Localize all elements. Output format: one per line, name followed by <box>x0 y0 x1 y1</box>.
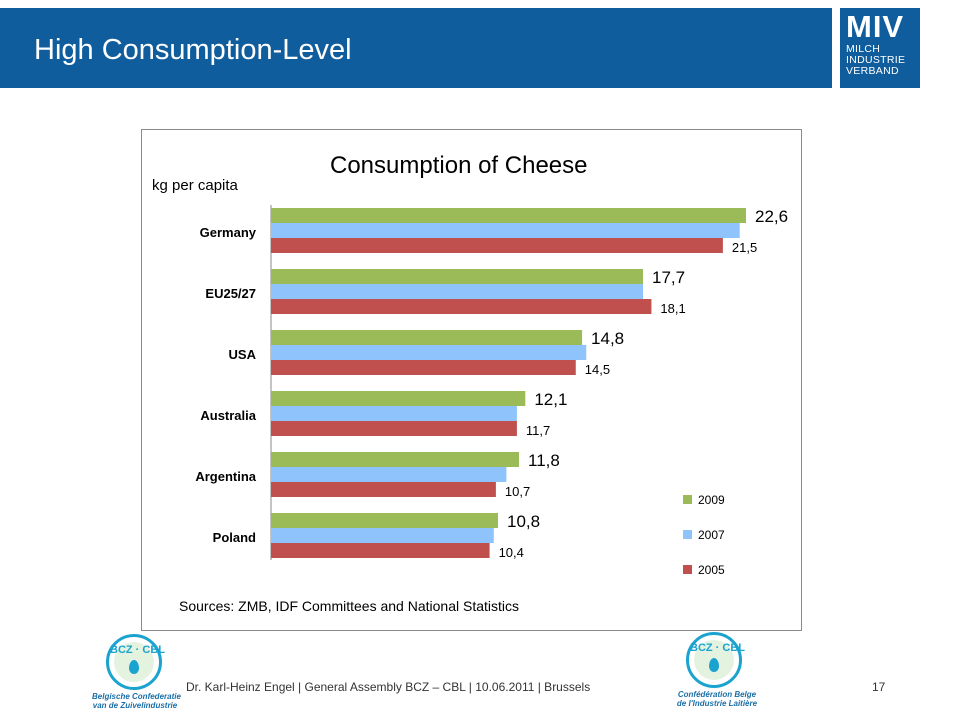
data-label-2005: 21,5 <box>732 240 757 255</box>
bcz-caption-line: Belgische Confederatie <box>92 692 181 701</box>
bar-2007 <box>271 284 644 299</box>
data-label-2005: 10,4 <box>499 545 524 560</box>
chart-canvas: Consumption of Cheese kg per capita German… <box>152 152 788 614</box>
legend-swatch <box>683 565 692 574</box>
bcz-logo-left: BCZ · CBL Belgische Confederatie van de … <box>92 632 182 716</box>
slide-title: High Consumption-Level <box>34 34 352 66</box>
legend-label: 2005 <box>698 563 725 577</box>
source-note: Sources: ZMB, IDF Committees and Nationa… <box>179 598 519 614</box>
milk-drop-icon <box>129 660 139 674</box>
bar-2007 <box>271 345 587 360</box>
miv-logo-line: VERBAND <box>846 65 899 77</box>
category-label: Poland <box>213 530 256 545</box>
bar-2005 <box>271 482 496 497</box>
bcz-logo-letters: BCZ · CBL <box>110 644 165 656</box>
bar-2005 <box>271 543 490 558</box>
data-label-2005: 18,1 <box>660 301 685 316</box>
bcz-logo-letters: BCZ · CBL <box>690 642 745 654</box>
data-label-2009: 17,7 <box>652 268 685 287</box>
bar-2009 <box>271 330 583 345</box>
bar-2005 <box>271 421 517 436</box>
bcz-caption-line: Confédération Belge <box>677 690 757 699</box>
bar-2009 <box>271 452 520 467</box>
bar-2009 <box>271 391 526 406</box>
milk-drop-icon <box>709 658 719 672</box>
category-label: EU25/27 <box>205 286 256 301</box>
legend-label: 2007 <box>698 528 725 542</box>
legend-swatch <box>683 530 692 539</box>
category-label: Germany <box>200 225 257 240</box>
page-number: 17 <box>872 680 886 694</box>
bcz-caption-line: de l'Industrie Laitière <box>676 699 758 708</box>
bar-2009 <box>271 513 498 528</box>
data-label-2009: 12,1 <box>534 390 567 409</box>
data-label-2009: 11,8 <box>528 451 560 470</box>
bar-2005 <box>271 238 723 253</box>
bcz-logo-right: BCZ · CBL Confédération Belge de l'Indus… <box>672 630 768 714</box>
title-bar: High Consumption-Level <box>0 8 832 88</box>
category-label: Argentina <box>195 469 256 484</box>
bar-2007 <box>271 528 494 543</box>
legend-swatch <box>683 495 692 504</box>
bar-2007 <box>271 467 507 482</box>
bar-2009 <box>271 208 746 223</box>
legend-label: 2009 <box>698 493 725 507</box>
miv-logo-wordmark: MIV <box>846 9 905 44</box>
bcz-logo-caption: Belgische Confederatie van de Zuivelindu… <box>92 692 181 710</box>
miv-logo-line: MILCH <box>846 43 881 55</box>
bar-2007 <box>271 223 740 238</box>
bar-2005 <box>271 299 652 314</box>
data-label-2005: 10,7 <box>505 484 530 499</box>
data-label-2005: 11,7 <box>526 423 550 438</box>
footer-text: Dr. Karl-Heinz Engel | General Assembly … <box>186 680 591 694</box>
chart-title: Consumption of Cheese <box>330 152 587 179</box>
miv-logo-line: INDUSTRIE <box>846 54 906 66</box>
category-label: USA <box>229 347 257 362</box>
bcz-caption-line: van de Zuivelindustrie <box>92 701 178 710</box>
cheese-consumption-chart: Consumption of Cheese kg per capita German… <box>141 129 802 631</box>
bar-2005 <box>271 360 576 375</box>
data-label-2009: 14,8 <box>591 329 624 348</box>
bar-2007 <box>271 406 517 421</box>
miv-logo: MIV MILCH INDUSTRIE VERBAND <box>840 8 920 88</box>
data-label-2009: 10,8 <box>507 512 540 531</box>
category-label: Australia <box>200 408 256 423</box>
bcz-logo-caption: Confédération Belge de l'Industrie Laiti… <box>674 690 760 708</box>
miv-logo-subtitle: MILCH INDUSTRIE VERBAND <box>846 44 905 77</box>
data-label-2005: 14,5 <box>585 362 610 377</box>
bar-2009 <box>271 269 644 284</box>
axis-label: kg per capita <box>152 177 239 194</box>
data-label-2009: 22,6 <box>755 207 788 226</box>
